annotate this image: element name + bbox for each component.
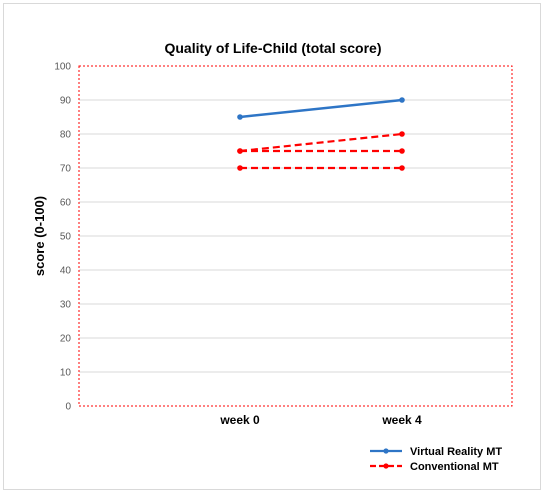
series-group [237,97,405,171]
legend: Virtual Reality MT Conventional MT [370,446,502,473]
chart-title: Quality of Life-Child (total score) [164,40,381,56]
y-tick-label: 10 [60,368,72,379]
series-4 [237,165,405,171]
legend-label: Conventional MT [410,461,499,473]
y-tick-label: 60 [60,198,72,209]
gridlines [79,99,512,373]
legend-label: Virtual Reality MT [410,446,502,458]
data-point [399,131,405,137]
data-point [399,97,405,103]
series-3 [237,148,405,154]
x-axis-ticks: week 0 week 4 [219,413,422,427]
legend-item: Conventional MT [370,461,499,473]
chart-frame [3,3,541,490]
y-tick-label: 30 [60,300,72,311]
series-line [239,98,403,119]
y-axis-ticks: 0 10 20 30 40 50 60 70 80 90 100 [54,62,71,413]
y-tick-label: 70 [60,164,72,175]
y-tick-label: 90 [60,96,72,107]
y-tick-label: 20 [60,334,72,345]
legend-marker [383,463,389,469]
series-1 [237,97,405,120]
data-point [237,114,243,120]
y-tick-label: 0 [65,402,71,413]
legend-marker [383,448,389,454]
data-point [237,148,243,154]
data-point [399,148,405,154]
y-tick-label: 40 [60,266,72,277]
x-tick-label: week 0 [219,413,260,427]
y-tick-label: 100 [54,62,71,73]
y-axis-label: score (0-100) [32,196,47,276]
plot-area-border [78,65,513,407]
x-tick-label: week 4 [381,413,422,427]
legend-item: Virtual Reality MT [370,446,502,458]
y-tick-label: 80 [60,130,72,141]
data-point [399,165,405,171]
data-point [237,165,243,171]
y-tick-label: 50 [60,232,72,243]
series-line [239,132,403,153]
